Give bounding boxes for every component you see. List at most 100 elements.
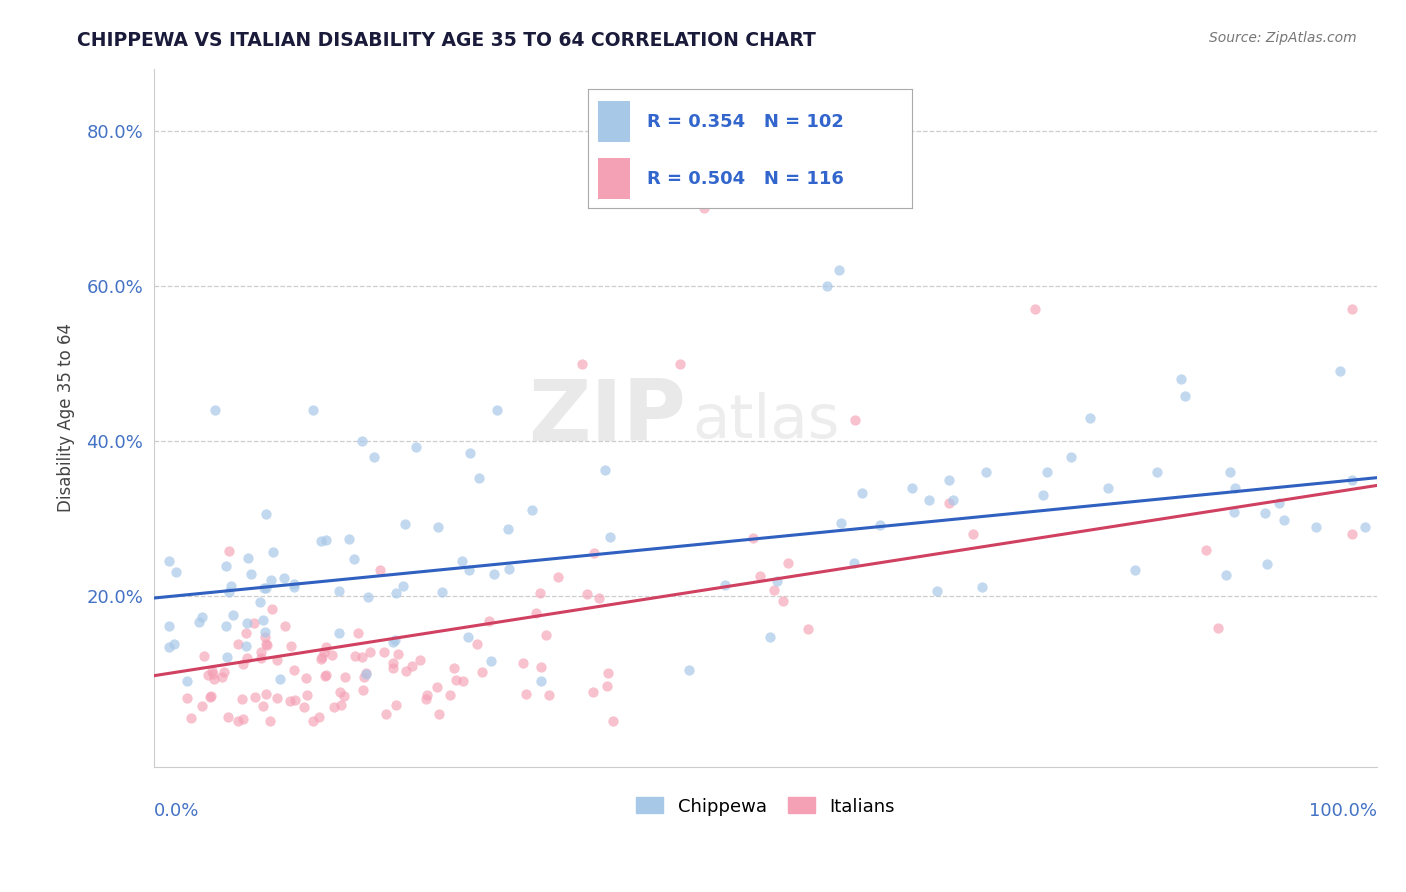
Point	[938, 496, 960, 510]
Point	[259, 714, 281, 728]
Point	[266, 653, 288, 667]
Point	[176, 691, 198, 706]
Point	[197, 668, 219, 682]
Point	[524, 606, 547, 620]
Point	[778, 556, 800, 570]
Point	[693, 201, 716, 215]
Point	[215, 619, 238, 633]
Point	[1256, 557, 1278, 571]
Point	[465, 637, 488, 651]
Point	[1341, 302, 1364, 317]
Point	[302, 714, 325, 728]
Point	[962, 527, 984, 541]
Point	[221, 579, 243, 593]
Point	[343, 552, 366, 566]
Point	[538, 688, 561, 702]
Point	[1123, 563, 1146, 577]
Point	[1272, 513, 1295, 527]
Point	[311, 649, 333, 664]
Point	[180, 711, 202, 725]
Point	[444, 673, 467, 688]
Point	[571, 357, 593, 371]
Point	[1036, 465, 1059, 479]
Point	[190, 609, 212, 624]
Point	[262, 602, 284, 616]
Point	[302, 403, 325, 417]
Point	[496, 522, 519, 536]
Point	[363, 450, 385, 464]
Point	[312, 645, 335, 659]
Point	[357, 590, 380, 604]
Point	[443, 661, 465, 675]
Point	[741, 531, 763, 545]
Point	[599, 530, 621, 544]
Point	[232, 657, 254, 671]
Point	[332, 690, 354, 704]
Point	[1341, 527, 1364, 541]
Point	[368, 563, 391, 577]
Point	[520, 503, 543, 517]
Point	[938, 473, 960, 487]
Point	[1305, 519, 1327, 533]
Point	[315, 668, 337, 682]
Point	[1170, 372, 1192, 386]
Point	[534, 628, 557, 642]
Point	[844, 413, 866, 427]
Point	[457, 563, 479, 577]
Point	[236, 550, 259, 565]
Point	[243, 616, 266, 631]
Point	[218, 585, 240, 599]
Point	[1097, 481, 1119, 495]
Point	[249, 595, 271, 609]
Point	[212, 665, 235, 680]
Point	[329, 685, 352, 699]
Point	[772, 594, 794, 608]
Point	[202, 667, 225, 681]
Point	[439, 689, 461, 703]
Point	[353, 671, 375, 685]
Point	[315, 640, 337, 655]
Point	[758, 630, 780, 644]
Point	[308, 710, 330, 724]
Point	[280, 639, 302, 653]
Point	[901, 481, 924, 495]
Point	[157, 640, 180, 654]
Point	[942, 492, 965, 507]
Text: atlas: atlas	[692, 392, 839, 450]
Point	[815, 279, 838, 293]
Point	[218, 544, 240, 558]
Point	[602, 714, 624, 728]
Point	[415, 692, 437, 706]
Point	[401, 659, 423, 673]
Point	[200, 689, 222, 703]
Point	[426, 681, 449, 695]
Point	[260, 574, 283, 588]
Point	[1024, 302, 1046, 317]
Point	[283, 580, 305, 594]
Point	[1174, 389, 1197, 403]
Point	[250, 650, 273, 665]
Point	[392, 579, 415, 593]
Point	[375, 706, 398, 721]
Point	[283, 577, 305, 591]
Point	[1032, 487, 1054, 501]
Point	[844, 556, 866, 570]
Point	[204, 403, 226, 417]
Point	[200, 664, 222, 678]
Point	[582, 685, 605, 699]
Point	[309, 533, 332, 548]
Point	[254, 582, 277, 596]
Point	[337, 532, 360, 546]
Point	[1254, 506, 1277, 520]
Point	[394, 516, 416, 531]
Point	[749, 569, 772, 583]
Point	[253, 630, 276, 644]
Point	[598, 665, 620, 680]
Point	[266, 691, 288, 706]
Point	[352, 682, 374, 697]
Point	[330, 698, 353, 712]
Text: ZIP: ZIP	[529, 376, 686, 459]
Point	[515, 687, 537, 701]
Point	[240, 566, 263, 581]
Point	[387, 648, 409, 662]
